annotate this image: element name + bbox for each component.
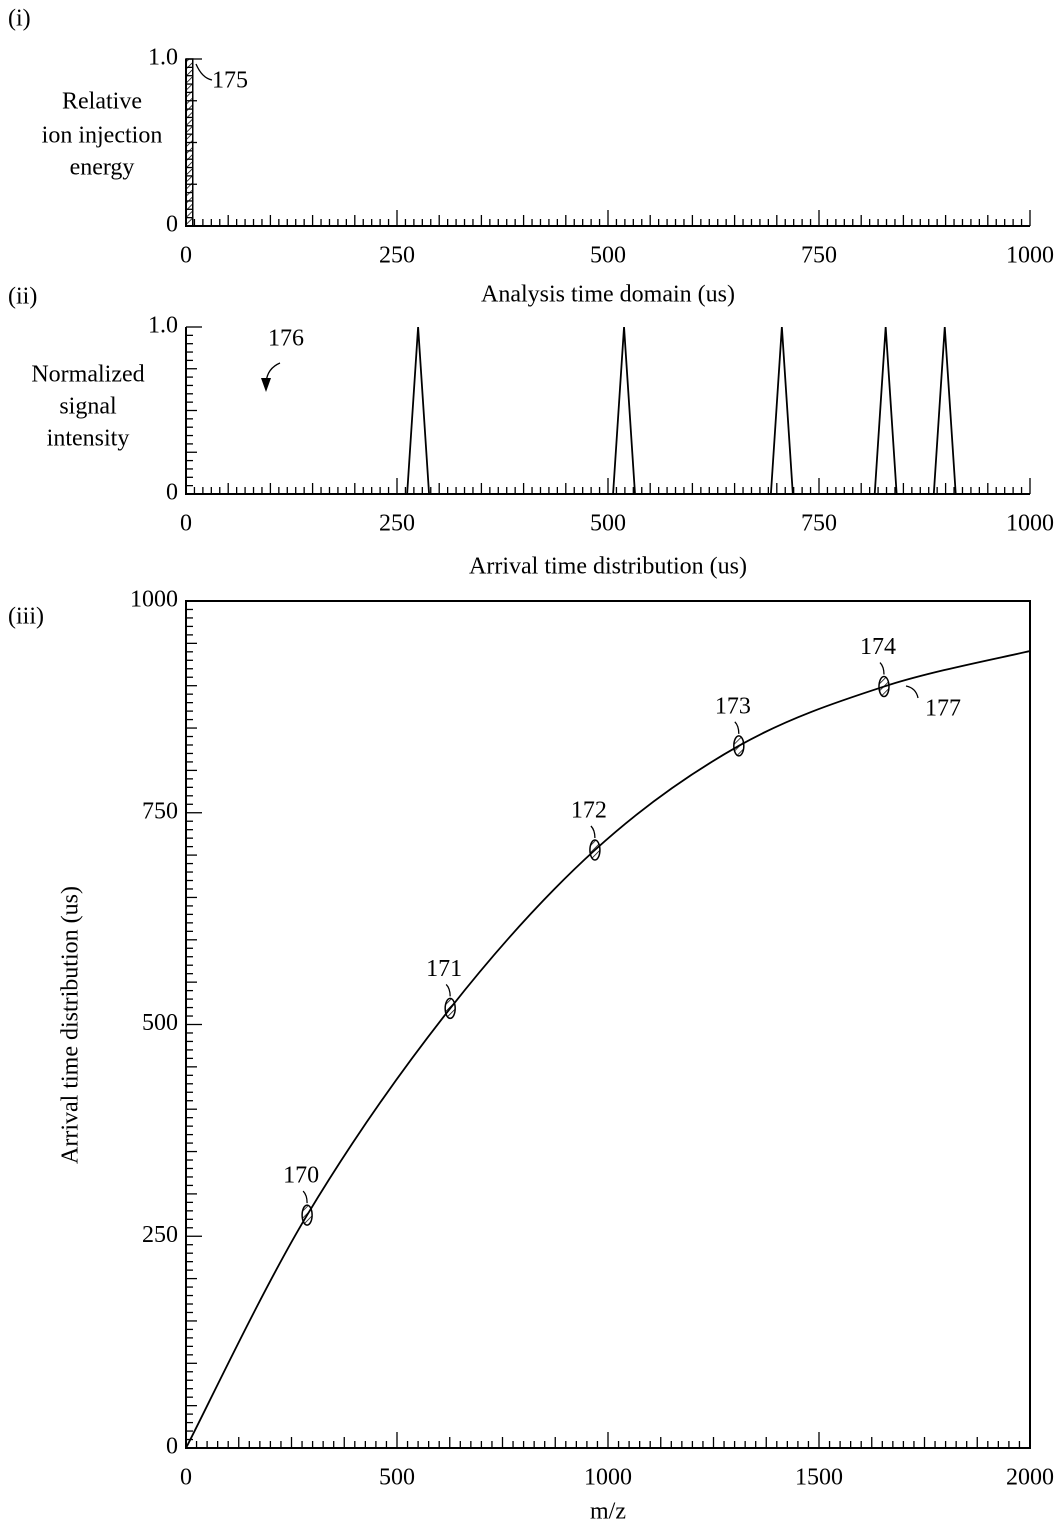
arrowhead — [261, 378, 271, 392]
x-tick-label: 2000 — [1006, 1465, 1054, 1491]
data-point — [444, 997, 456, 1020]
axes — [185, 600, 1031, 1449]
y-tick-label: 1.0 — [148, 45, 178, 71]
data-point — [733, 735, 745, 757]
x-tick-label: 250 — [379, 511, 415, 537]
pulse-bar — [185, 58, 194, 227]
point-label: 170 — [283, 1163, 319, 1189]
x-tick-label: 1000 — [1006, 243, 1054, 269]
annotation: 175 — [212, 68, 248, 94]
leader — [445, 983, 451, 997]
y-axis-label: Arrival time distribution (us) — [58, 886, 84, 1164]
x-tick-label: 0 — [180, 1465, 192, 1491]
panel-label: (i) — [8, 6, 31, 32]
leader — [302, 1190, 308, 1204]
y-tick-label: 0 — [166, 1434, 178, 1460]
y-axis-label: intensity — [47, 426, 130, 452]
x-tick-label: 500 — [379, 1465, 415, 1491]
y-axis-label: signal — [59, 394, 117, 420]
x-tick-label: 750 — [801, 243, 837, 269]
x-axis-label: Analysis time domain (us) — [481, 282, 735, 308]
y-axis-label: Relative — [62, 89, 142, 115]
y-tick-label: 0 — [166, 480, 178, 506]
annotation: 176 — [268, 326, 304, 352]
x-tick-label: 1000 — [584, 1465, 632, 1491]
x-tick-label: 500 — [590, 511, 626, 537]
axes — [185, 59, 1030, 227]
x-tick-label: 750 — [801, 511, 837, 537]
x-tick-label: 1000 — [1006, 511, 1054, 537]
leader — [879, 662, 885, 675]
leader — [905, 685, 919, 699]
data-point — [878, 675, 890, 698]
panel-label: (ii) — [8, 284, 37, 310]
leader — [734, 721, 740, 734]
y-axis-label: Normalized — [31, 362, 144, 388]
data-point — [589, 839, 601, 861]
y-tick-label: 250 — [142, 1222, 178, 1248]
point-label: 171 — [426, 956, 462, 982]
x-tick-label: 0 — [180, 243, 192, 269]
y-tick-label: 1.0 — [148, 313, 178, 339]
point-label: 172 — [571, 798, 607, 824]
curve-label: 177 — [925, 696, 961, 722]
axes — [185, 327, 1030, 495]
y-axis-label: ion injection — [42, 123, 163, 149]
y-axis-label: energy — [70, 155, 135, 181]
y-tick-label: 750 — [142, 798, 178, 824]
x-axis-label: m/z — [590, 1499, 626, 1525]
point-label: 173 — [715, 693, 751, 719]
x-axis-label: Arrival time distribution (us) — [469, 554, 747, 580]
x-tick-label: 0 — [180, 511, 192, 537]
y-tick-label: 500 — [142, 1010, 178, 1036]
x-tick-label: 1500 — [795, 1465, 843, 1491]
panel-label: (iii) — [8, 604, 44, 630]
leader — [195, 63, 213, 81]
y-tick-label: 1000 — [130, 587, 178, 613]
fit-curve — [185, 650, 1031, 1449]
x-tick-label: 250 — [379, 243, 415, 269]
data-point — [301, 1204, 313, 1226]
point-label: 174 — [860, 634, 896, 660]
signal-line — [186, 326, 1030, 495]
y-tick-label: 0 — [166, 212, 178, 238]
leader — [590, 825, 596, 839]
x-tick-label: 500 — [590, 243, 626, 269]
